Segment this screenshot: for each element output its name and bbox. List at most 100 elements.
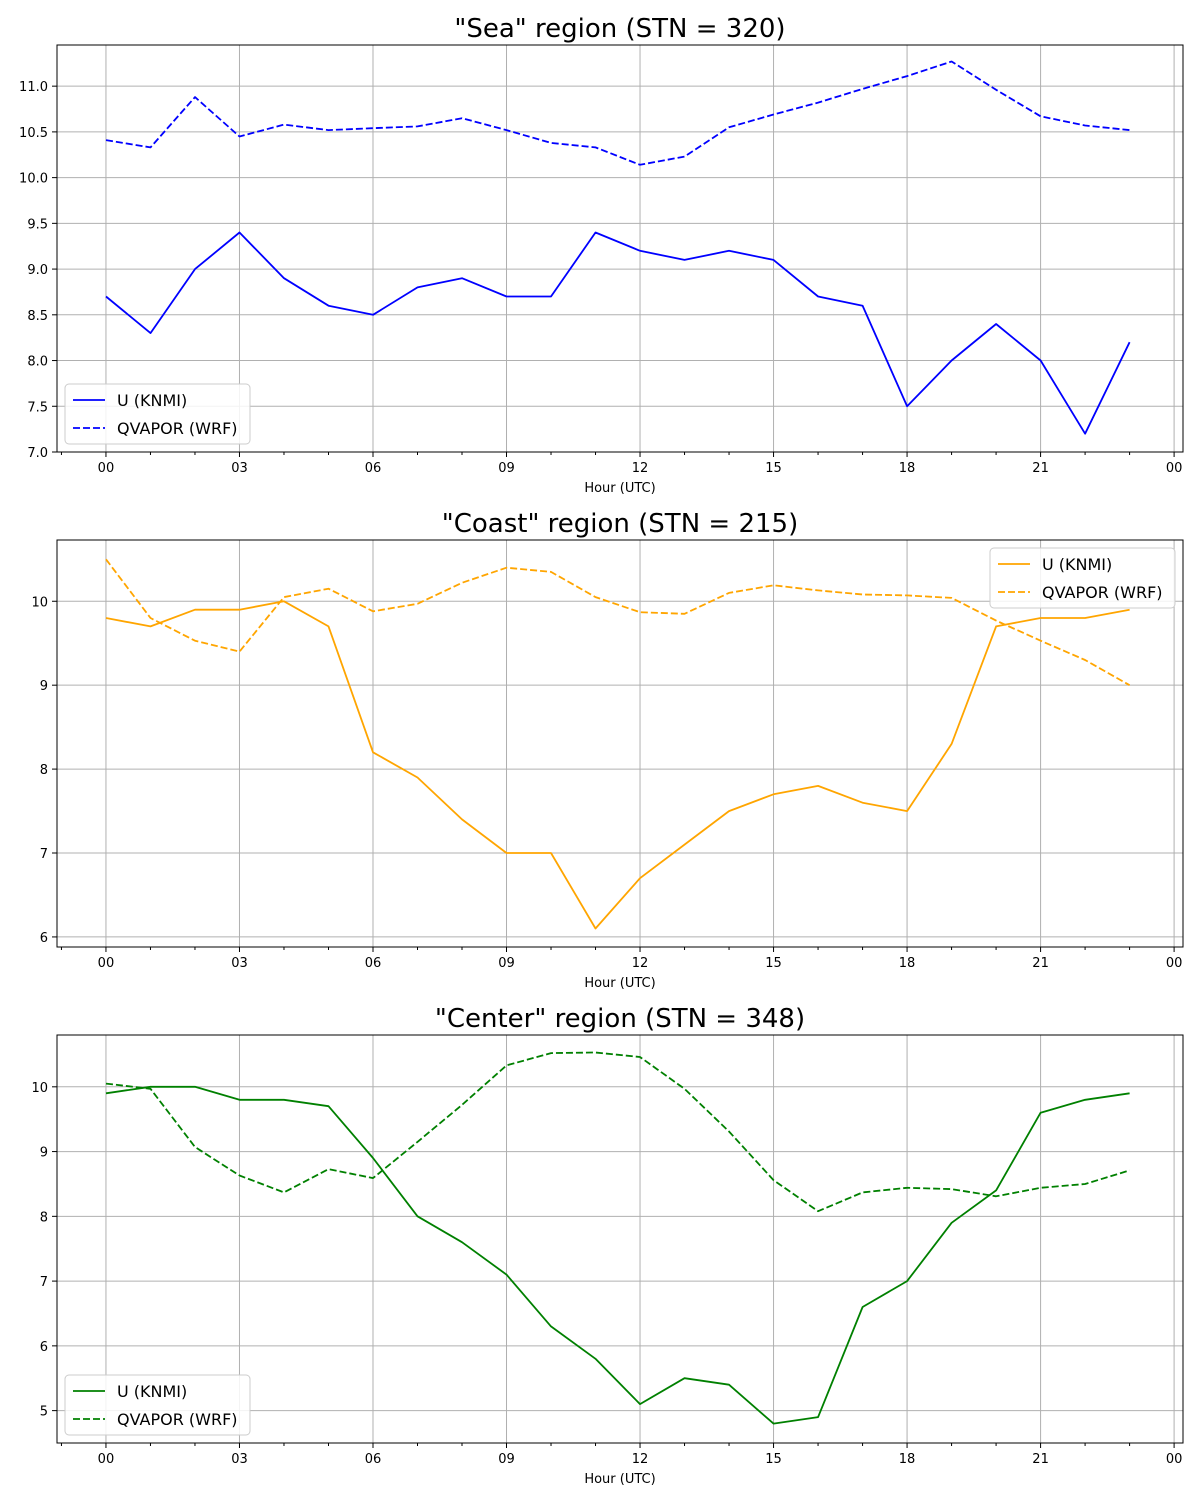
- data-point-u-knmi: [416, 286, 418, 288]
- y-tick-label: 10.0: [19, 172, 48, 187]
- panel-center: "Center" region (STN = 348) 00 03 06 09 12 15 1…: [31, 1004, 1184, 1487]
- data-point-qvapor-wrf: [995, 619, 997, 621]
- data-point-u-knmi: [683, 843, 685, 845]
- data-point-u-knmi: [906, 405, 908, 407]
- data-point-u-knmi: [995, 1189, 997, 1191]
- data-point-qvapor-wrf: [639, 1056, 641, 1058]
- x-tick-label: 00: [98, 461, 115, 476]
- data-point-u-knmi: [817, 295, 819, 297]
- x-tick-label: 21: [1032, 461, 1049, 476]
- data-point-qvapor-wrf: [550, 571, 552, 573]
- data-point-u-knmi: [1084, 433, 1086, 435]
- x-tick-label: 00: [1166, 461, 1183, 476]
- data-point-qvapor-wrf: [327, 587, 329, 589]
- y-tick-label: 7.0: [27, 446, 48, 461]
- data-point-qvapor-wrf: [238, 135, 240, 137]
- data-point-qvapor-wrf: [149, 146, 151, 148]
- y-tick-label: 9: [40, 1146, 48, 1161]
- x-tick-label: 03: [231, 461, 248, 476]
- data-point-u-knmi: [283, 277, 285, 279]
- data-point-qvapor-wrf: [772, 584, 774, 586]
- data-point-qvapor-wrf: [1128, 684, 1130, 686]
- data-point-u-knmi: [283, 600, 285, 602]
- x-tick-label: 03: [231, 956, 248, 971]
- y-tick-label: 11.0: [19, 80, 48, 95]
- data-point-qvapor-wrf: [194, 96, 196, 98]
- data-point-u-knmi: [372, 1157, 374, 1159]
- chart-title: "Center" region (STN = 348): [435, 1004, 805, 1034]
- data-point-u-knmi: [639, 250, 641, 252]
- panel-sea: "Sea" region (STN = 320) 00 03 06 09 12 15 18 21…: [19, 14, 1184, 496]
- data-point-u-knmi: [550, 295, 552, 297]
- data-point-u-knmi: [772, 793, 774, 795]
- data-point-qvapor-wrf: [372, 610, 374, 612]
- data-point-u-knmi: [194, 268, 196, 270]
- data-point-u-knmi: [728, 250, 730, 252]
- data-point-u-knmi: [505, 852, 507, 854]
- data-point-u-knmi: [639, 877, 641, 879]
- data-point-u-knmi: [639, 1403, 641, 1405]
- data-point-qvapor-wrf: [105, 558, 107, 560]
- data-point-qvapor-wrf: [728, 126, 730, 128]
- data-point-u-knmi: [461, 818, 463, 820]
- data-point-qvapor-wrf: [1128, 129, 1130, 131]
- data-point-u-knmi: [995, 625, 997, 627]
- data-point-u-knmi: [861, 801, 863, 803]
- data-point-qvapor-wrf: [461, 582, 463, 584]
- data-point-u-knmi: [461, 1241, 463, 1243]
- y-tick-label: 10: [31, 1081, 48, 1096]
- data-point-u-knmi: [906, 1280, 908, 1282]
- data-point-qvapor-wrf: [683, 1088, 685, 1090]
- series-line-qvapor-wrf: [105, 1051, 1130, 1213]
- data-point-qvapor-wrf: [995, 1195, 997, 1197]
- data-point-qvapor-wrf: [149, 1088, 151, 1090]
- x-tick-label: 12: [632, 1452, 649, 1467]
- data-point-qvapor-wrf: [772, 113, 774, 115]
- y-tick-label: 9: [40, 679, 48, 694]
- y-tick-label: 5: [40, 1405, 48, 1420]
- series-line-u-knmi: [105, 1085, 1130, 1425]
- data-point-u-knmi: [1128, 1092, 1130, 1094]
- data-point-u-knmi: [950, 1222, 952, 1224]
- legend-label: QVAPOR (WRF): [117, 419, 238, 438]
- data-point-u-knmi: [416, 1215, 418, 1217]
- legend-box: [64, 383, 251, 445]
- legend-label: QVAPOR (WRF): [117, 1410, 238, 1429]
- y-tick-label: 7: [40, 1275, 48, 1290]
- data-point-u-knmi: [149, 332, 151, 334]
- data-point-qvapor-wrf: [906, 594, 908, 596]
- chart-title: "Sea" region (STN = 320): [454, 14, 785, 44]
- data-point-u-knmi: [505, 295, 507, 297]
- panel-coast: "Coast" region (STN = 215) 00 03 06 09 12 15 18…: [31, 509, 1184, 991]
- data-point-qvapor-wrf: [283, 123, 285, 125]
- chart-title: "Coast" region (STN = 215): [442, 509, 798, 539]
- data-point-u-knmi: [772, 259, 774, 261]
- data-point-u-knmi: [1128, 608, 1130, 610]
- data-point-u-knmi: [327, 1105, 329, 1107]
- data-point-u-knmi: [505, 1273, 507, 1275]
- data-point-u-knmi: [683, 1377, 685, 1379]
- data-point-u-knmi: [1039, 359, 1041, 361]
- data-point-qvapor-wrf: [817, 101, 819, 103]
- data-point-u-knmi: [372, 314, 374, 316]
- data-point-u-knmi: [283, 1099, 285, 1101]
- data-point-u-knmi: [950, 359, 952, 361]
- y-tick-label: 10.5: [19, 126, 48, 141]
- data-point-u-knmi: [594, 927, 596, 929]
- legend-label: U (KNMI): [117, 391, 187, 410]
- data-point-qvapor-wrf: [683, 613, 685, 615]
- x-tick-label: 06: [365, 956, 382, 971]
- series-line-u-knmi: [105, 600, 1130, 930]
- data-point-qvapor-wrf: [505, 129, 507, 131]
- data-point-u-knmi: [906, 810, 908, 812]
- x-axis-label: Hour (UTC): [584, 481, 655, 496]
- data-point-u-knmi: [594, 231, 596, 233]
- x-axis-label: Hour (UTC): [584, 976, 655, 991]
- x-axis-label: Hour (UTC): [584, 1472, 655, 1487]
- y-tick-label: 9.5: [27, 217, 48, 232]
- data-point-u-knmi: [950, 743, 952, 745]
- data-point-u-knmi: [817, 785, 819, 787]
- data-point-qvapor-wrf: [283, 596, 285, 598]
- data-point-u-knmi: [861, 1306, 863, 1308]
